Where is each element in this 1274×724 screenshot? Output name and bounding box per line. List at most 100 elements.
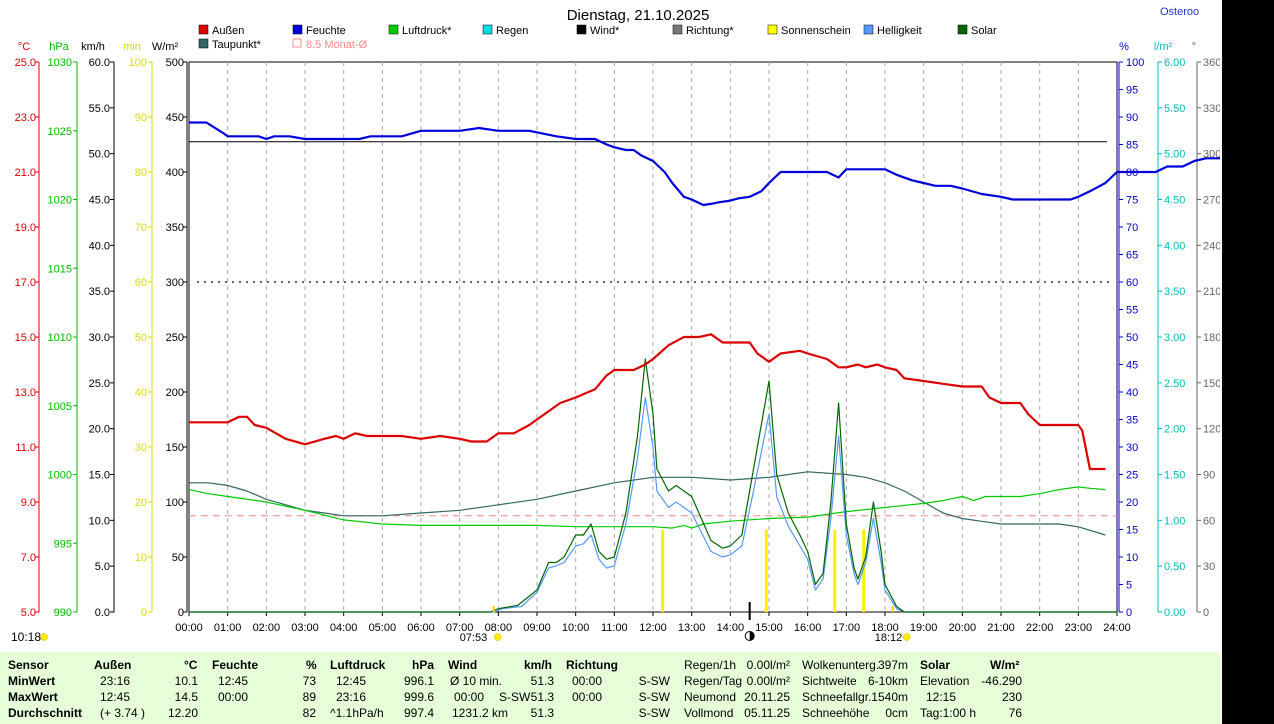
y-tick-label: 990 <box>54 607 72 619</box>
y-tick-label: 30 <box>1126 442 1138 454</box>
y-axis-unit: l/m² <box>1154 41 1173 53</box>
y-axis-unit: % <box>1119 41 1129 53</box>
y-tick-label: 1030 <box>48 57 72 69</box>
y-tick-label: 90 <box>1203 470 1215 482</box>
aussen-avg-note: (+ 3.74 ) <box>100 706 146 720</box>
y-tick-label: 50 <box>172 552 184 564</box>
y-tick-label: 11.0 <box>15 442 36 454</box>
y-tick-label: 21.0 <box>15 167 36 179</box>
sunset-label: 18:12 <box>875 632 903 644</box>
y-tick-label: 15 <box>1126 525 1138 537</box>
legend-label: Sonnenschein <box>781 25 851 37</box>
aussen-max-value: 14.5 <box>174 690 198 704</box>
y-axis-unit: min <box>123 41 141 53</box>
x-tick-label: 11:00 <box>601 622 628 634</box>
legend-swatch <box>388 24 399 35</box>
x-tick-label: 22:00 <box>1026 622 1054 634</box>
regen-tag-value: 0.00l/m² <box>746 674 790 688</box>
x-tick-label: 06:00 <box>407 622 435 634</box>
y-tick-label: 1025 <box>48 126 72 138</box>
y-tick-label: 40 <box>1126 387 1138 399</box>
legend-label: Luftdruck* <box>402 25 452 37</box>
y-tick-label: 65 <box>1126 250 1138 262</box>
y-tick-label: 30 <box>1203 561 1215 573</box>
x-tick-label: 03:00 <box>291 622 319 634</box>
moon-icon-shade <box>749 631 755 641</box>
y-tick-label: 200 <box>166 387 184 399</box>
y-tick-label: 50 <box>1126 332 1138 344</box>
y-tick-label: 100 <box>166 497 184 509</box>
y-tick-label: 70 <box>1126 222 1138 234</box>
neumond-label: Neumond <box>684 690 737 704</box>
x-tick-label: 13:00 <box>678 622 706 634</box>
y-tick-label: 60 <box>135 277 147 289</box>
legend-swatch <box>198 38 209 49</box>
series-line <box>189 121 1220 207</box>
x-tick-label: 15:00 <box>755 622 783 634</box>
stats-unit-wind: km/h <box>524 658 553 672</box>
y-tick-label: 4.50 <box>1164 195 1185 207</box>
sun-icon <box>902 633 911 641</box>
y-tick-label: 60 <box>1203 515 1215 527</box>
luftdruck-trend: ^1.1hPa/h <box>330 706 384 720</box>
feuchte-min-value: 73 <box>302 674 316 688</box>
y-tick-label: 19.0 <box>15 222 36 234</box>
regen-1h-value: 0.00l/m² <box>746 658 790 672</box>
y-tick-label: 270 <box>1203 195 1220 207</box>
y-tick-label: 5 <box>1126 580 1132 592</box>
y-tick-label: 5.00 <box>1164 149 1185 161</box>
y-tick-label: 4.00 <box>1164 240 1185 252</box>
legend-swatch <box>292 24 303 35</box>
legend-label: Solar <box>971 25 997 37</box>
x-tick-label: 00:00 <box>175 622 203 634</box>
solar-elevation-value: -46.290 <box>981 674 1022 688</box>
richtung-min-value: S-SW <box>638 674 670 688</box>
y-tick-label: 210 <box>1203 286 1220 298</box>
aussen-min-value: 10.1 <box>174 674 198 688</box>
y-tick-label: 17.0 <box>15 277 36 289</box>
y-tick-label: 20 <box>1126 497 1138 509</box>
y-tick-label: 400 <box>166 167 184 179</box>
y-tick-label: 60 <box>1126 277 1138 289</box>
y-tick-label: 3.00 <box>1164 332 1185 344</box>
feuchte-max-value: 89 <box>302 690 316 704</box>
wolken-value: 397m <box>877 658 908 672</box>
stats-row-label: MaxWert <box>8 690 58 704</box>
x-tick-label: 07:00 <box>446 622 474 634</box>
x-tick-label: 09:00 <box>523 622 551 634</box>
stats-header-feuchte: Feuchte <box>212 658 259 672</box>
wind-row1-label: Ø 10 min. <box>450 674 503 688</box>
y-tick-label: 35 <box>1126 415 1138 427</box>
y-tick-label: 250 <box>166 332 184 344</box>
y-tick-label: 360 <box>1203 57 1220 69</box>
y-tick-label: 95 <box>1126 85 1138 97</box>
stats-row-label: MinWert <box>8 674 56 688</box>
y-tick-label: 7.0 <box>21 552 36 564</box>
schneefall-label: Schneefallgr. <box>802 690 872 704</box>
feuchte-min-time: 12:45 <box>218 674 249 688</box>
x-tick-label: 02:00 <box>253 622 281 634</box>
series-line <box>188 486 1106 529</box>
y-tick-label: 90 <box>135 112 147 124</box>
sun-icon <box>493 633 502 641</box>
y-tick-label: 350 <box>166 222 184 234</box>
y-tick-label: 25 <box>1126 470 1138 482</box>
luftdruck-avg-value: 997.4 <box>403 706 434 720</box>
chart-title: Dienstag, 21.10.2025 <box>567 7 710 24</box>
richtung-max-time: 00:00 <box>572 690 603 704</box>
solar-max-value: 230 <box>1001 690 1022 704</box>
richtung-max-value: S-SW <box>638 690 670 704</box>
y-tick-label: 5.0 <box>95 561 110 573</box>
x-tick-label: 01:00 <box>214 622 242 634</box>
y-tick-label: 0 <box>141 607 147 619</box>
solar-max-time: 12:15 <box>926 690 957 704</box>
y-tick-label: 9.0 <box>21 497 36 509</box>
stats-unit-luftdruck: hPa <box>412 658 435 672</box>
y-tick-label: 60.0 <box>89 57 110 69</box>
y-tick-label: 0.00 <box>1164 607 1185 619</box>
legend-label: 8.5 Monat-Ø <box>306 39 368 51</box>
y-tick-label: 1005 <box>48 401 72 413</box>
x-tick-label: 23:00 <box>1065 622 1093 634</box>
y-tick-label: 20.0 <box>89 424 110 436</box>
stats-header-luftdruck: Luftdruck <box>330 658 386 672</box>
